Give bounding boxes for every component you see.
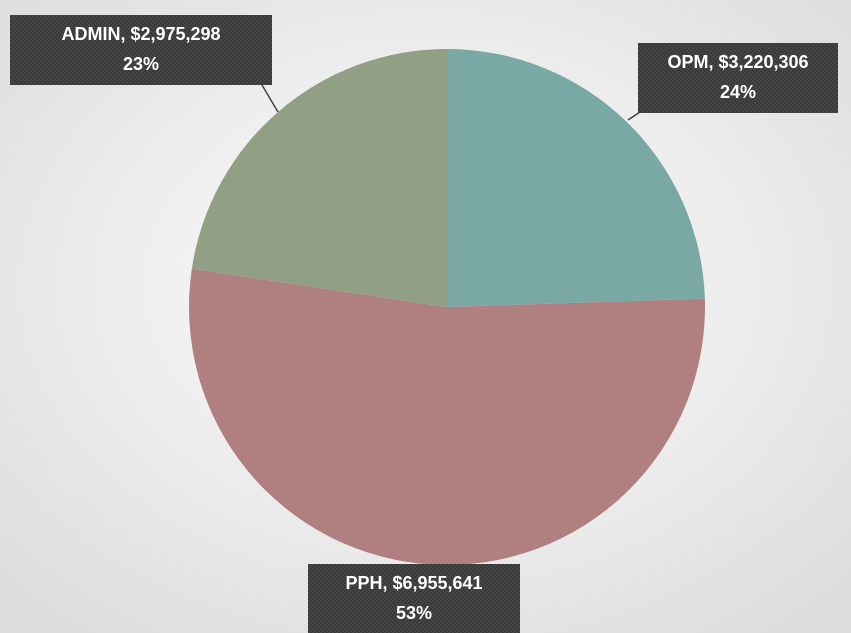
leader-line [261,84,279,113]
pie-slice [447,49,705,307]
percent-label: 24% [720,82,756,102]
percent-label: 53% [396,603,432,623]
data-label: OPM, $3,220,306 [667,52,808,72]
pie-slice [189,268,705,565]
label-box [308,564,520,633]
data-label: PPH, $6,955,641 [345,573,482,593]
labels: OPM, $3,220,306 24% PPH, $6,955,641 53% ADMI… [10,15,838,633]
percent-label: 23% [123,54,159,74]
label-box [10,15,272,85]
leader-line [627,111,641,121]
label-box [638,43,838,113]
data-label: ADMIN, $2,975,298 [61,24,220,44]
pie [189,49,705,565]
pie-slice [191,49,447,307]
